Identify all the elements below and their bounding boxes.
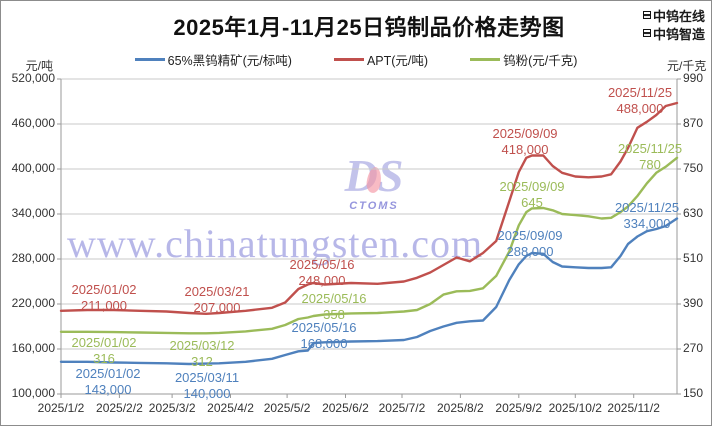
data-label: 2025/03/11 140,000 [175, 370, 239, 402]
data-label: 2025/03/12 312 [169, 338, 234, 370]
page-title: 2025年1月-11月25日钨制品价格走势图 [173, 15, 565, 40]
left-axis-tick-label: 400,000 [11, 161, 55, 175]
data-label: 2025/03/21 207,000 [184, 284, 249, 316]
data-label-value: 312 [191, 354, 213, 369]
right-axis-tick-label: 990 [683, 71, 704, 85]
data-label-value: 248,000 [298, 273, 346, 288]
data-label-value: 780 [639, 157, 661, 172]
legend-label-concentrate: 65%黑钨精矿(元/标吨) [167, 54, 292, 68]
data-label: 2025/05/16 168,000 [291, 320, 356, 352]
data-label-value: 488,000 [616, 101, 664, 116]
data-label-value: 207,000 [193, 300, 241, 315]
data-label-value: 168,000 [300, 336, 348, 351]
legend-label-apt: APT(元/吨) [366, 54, 429, 68]
series-line-2 [59, 156, 679, 335]
right-axis-tick-label: 630 [683, 206, 704, 220]
series-line-0 [59, 217, 679, 366]
left-axis-tick-label: 280,000 [11, 251, 55, 265]
data-label-value: 143,000 [84, 382, 132, 397]
data-label-date: 2025/03/11 [174, 370, 240, 385]
data-label-value: 418,000 [501, 142, 549, 157]
data-label-date: 2025/09/09 [492, 126, 558, 141]
x-axis-tick-label: 2025/11/2 [607, 401, 660, 415]
brand-label-online: 中钨在线 [652, 8, 705, 24]
data-label-date: 2025/05/16 [291, 320, 357, 335]
watermark-logo: DS CTOMS [329, 153, 419, 219]
left-axis-tick-label: 340,000 [11, 206, 55, 220]
legend-item-concentrate: 65%黑钨精矿(元/标吨) [134, 50, 292, 69]
data-label-date: 2025/03/21 [184, 284, 250, 299]
watermark-logo-caption: CTOMS [349, 200, 399, 212]
x-axis-tick-label: 2025/5/2 [263, 401, 311, 415]
brand-logo-icon [642, 29, 651, 37]
x-axis-tick-label: 2025/7/2 [378, 401, 426, 415]
data-label: 2025/09/09 418,000 [492, 126, 557, 158]
right-axis-tick-label: 390 [683, 296, 704, 310]
legend-label-powder: 钨粉(元/千克) [503, 54, 578, 68]
legend-line-swatch-olive [470, 58, 501, 61]
data-label: 2025/05/16 248,000 [289, 257, 354, 289]
left-axis-unit: 元/吨 [25, 59, 53, 73]
brand-label-smart: 中钨智造 [652, 26, 705, 42]
data-label: 2025/01/02 143,000 [75, 366, 140, 398]
right-axis-tick-label: 750 [683, 161, 704, 175]
data-label: 2025/11/25 334,000 [615, 200, 679, 232]
left-axis-tick-label: 160,000 [11, 341, 55, 355]
right-axis-tick-label: 870 [683, 116, 704, 130]
data-label-date: 2025/11/25 [617, 141, 683, 156]
right-axis-unit: 元/千克 [667, 59, 707, 73]
data-label-date: 2025/09/09 [499, 179, 565, 194]
right-axis-tick-label: 270 [683, 341, 704, 355]
left-axis-tick-label: 520,000 [11, 71, 55, 85]
legend-item-powder: 钨粉(元/千克) [470, 50, 577, 69]
data-label-date: 2025/03/12 [169, 338, 235, 353]
left-axis-tick-label: 460,000 [11, 116, 55, 130]
data-label-value: 140,000 [183, 386, 231, 401]
right-axis-tick-label: 150 [683, 386, 704, 400]
x-axis-tick-label: 2025/8/2 [437, 401, 484, 415]
right-axis-tick-label: 510 [683, 251, 704, 265]
x-axis-tick-label: 2025/10/2 [548, 401, 602, 415]
data-label-date: 2025/05/16 [301, 291, 367, 306]
left-axis-tick-label: 220,000 [11, 296, 55, 310]
legend-line-swatch-blue [134, 58, 165, 61]
data-label-value: 316 [93, 351, 115, 366]
data-label-date: 2025/11/25 [614, 200, 680, 215]
data-label-date: 2025/01/02 [75, 366, 141, 381]
x-axis-tick-label: 2025/2/2 [96, 401, 143, 415]
data-label: 2025/11/25 488,000 [608, 85, 672, 117]
brand-block: 中钨在线 中钨智造 [642, 6, 705, 42]
x-axis-tick-label: 2025/1/2 [37, 401, 85, 415]
data-label-date: 2025/05/16 [289, 257, 355, 272]
data-label-value: 211,000 [80, 298, 128, 313]
data-label-value: 288,000 [506, 244, 554, 259]
brand-row-online: 中钨在线 [642, 6, 705, 24]
legend: 65%黑钨精矿(元/标吨) APT(元/吨) 钨粉(元/千克) [1, 50, 711, 69]
data-label-value: 358 [323, 307, 345, 322]
x-axis-tick-label: 2025/3/2 [148, 401, 196, 415]
data-label-date: 2025/01/02 [71, 335, 137, 350]
left-axis-tick-label: 100,000 [11, 386, 55, 400]
data-label-date: 2025/11/25 [607, 85, 673, 100]
brand-logo-icon [642, 11, 651, 19]
data-label-value: 645 [521, 195, 543, 210]
x-axis-tick-label: 2025/4/2 [207, 401, 254, 415]
data-label-date: 2025/01/02 [71, 282, 137, 297]
data-label: 2025/01/02 316 [71, 335, 136, 367]
data-label: 2025/05/16 358 [301, 291, 366, 323]
legend-item-apt: APT(元/吨) [333, 50, 429, 69]
data-label-date: 2025/09/09 [497, 228, 563, 243]
x-axis-tick-label: 2025/6/2 [322, 401, 369, 415]
x-axis-tick-label: 2025/9/2 [495, 401, 543, 415]
brand-row-smart: 中钨智造 [642, 24, 705, 42]
data-label: 2025/09/09 288,000 [497, 228, 562, 260]
series-line-1 [59, 101, 679, 315]
legend-line-swatch-red [333, 58, 364, 61]
data-label-value: 334,000 [623, 216, 671, 231]
data-label: 2025/11/25 780 [618, 141, 682, 173]
data-label: 2025/01/02 211,000 [71, 282, 136, 314]
data-label: 2025/09/09 645 [499, 179, 564, 211]
